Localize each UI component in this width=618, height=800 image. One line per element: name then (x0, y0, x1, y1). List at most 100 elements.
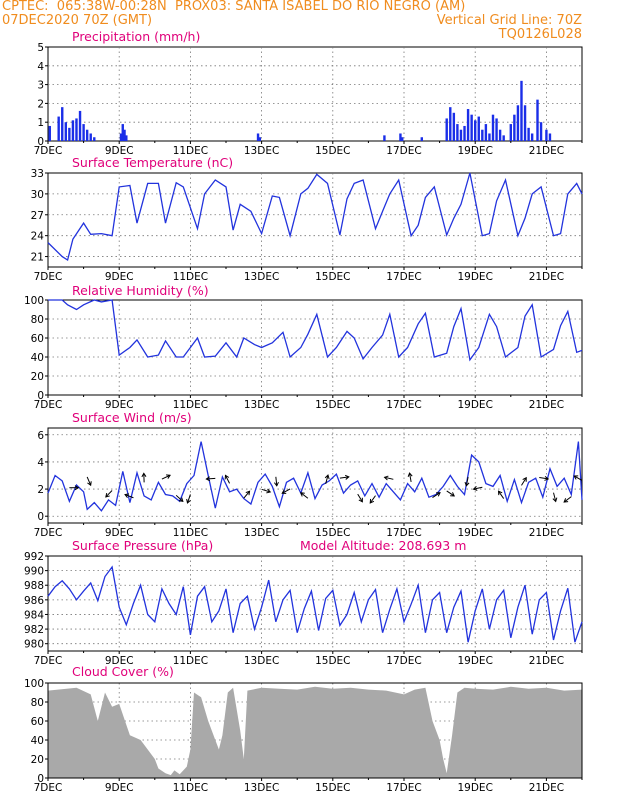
x-tick-label: 15DEC (315, 399, 350, 411)
y-tick-label: 990 (24, 566, 44, 578)
wind-arrow-shaft (553, 492, 557, 502)
precip-bar (82, 124, 85, 141)
x-tick-label: 17DEC (386, 527, 421, 539)
precip-bar (89, 133, 92, 141)
wind-arrow (86, 476, 92, 487)
wind-arrow (281, 488, 291, 494)
precip-bar (401, 137, 404, 141)
wind-arrow-head (344, 474, 350, 480)
precip-bar (527, 127, 530, 141)
wind-arrow-shaft (446, 490, 455, 497)
x-tick-label: 13DEC (244, 782, 279, 794)
y-tick-label: 1 (37, 117, 44, 129)
precip-bar (470, 114, 473, 141)
wind-arrow (539, 475, 550, 481)
x-tick-label: 15DEC (315, 527, 350, 539)
precip-bar (488, 133, 491, 141)
precip-bar (71, 120, 75, 141)
wind-arrow (357, 493, 363, 503)
precip-bar (93, 137, 96, 141)
x-tick-label: 21DEC (529, 399, 564, 411)
x-tick-label: 9DEC (105, 145, 134, 157)
wind-arrow-shaft (563, 496, 572, 503)
data-line (47, 565, 583, 643)
wind-arrow-shaft (384, 476, 394, 480)
x-tick-label: 9DEC (105, 527, 134, 539)
y-tick-label: 100 (24, 678, 44, 690)
y-tick-label: 0 (37, 773, 44, 785)
precip-bar (449, 107, 452, 141)
plot-frame (47, 172, 583, 268)
y-tick-label: 27 (31, 210, 44, 222)
panel-title: Precipitation (mm/h) (72, 29, 200, 44)
y-tick-label: 4 (37, 61, 44, 73)
x-tick-label: 13DEC (244, 399, 279, 411)
x-tick-label: 9DEC (105, 399, 134, 411)
wind-arrow-head (573, 475, 579, 480)
data-line (47, 172, 583, 262)
y-tick-label: 40 (31, 352, 44, 364)
precip-bar (383, 135, 386, 141)
wind-arrow-head (472, 486, 478, 491)
x-tick-label: 11DEC (173, 782, 208, 794)
data-line (47, 441, 583, 512)
panel-title: Surface Pressure (hPa) (72, 538, 213, 553)
wind-arrow-shaft (325, 474, 329, 484)
x-tick-label: 17DEC (386, 655, 421, 667)
wind-arrow-head (105, 492, 110, 498)
precip-bar (481, 129, 484, 141)
wind-arrow (105, 490, 113, 498)
wind-arrow-head (450, 492, 455, 497)
x-tick-label: 7DEC (34, 655, 63, 667)
wind-arrow-head (74, 485, 80, 491)
plot-frame (47, 555, 583, 652)
y-tick-label: 988 (24, 580, 44, 592)
x-tick-label: 11DEC (173, 655, 208, 667)
y-tick-label: 40 (31, 735, 44, 747)
wind-arrow-head (178, 497, 184, 502)
wind-arrow (552, 492, 558, 503)
x-tick-label: 21DEC (529, 655, 564, 667)
panel-2 (45, 172, 583, 270)
wind-arrow-shaft (357, 493, 363, 503)
x-tick-label: 15DEC (315, 271, 350, 283)
x-tick-label: 19DEC (457, 145, 492, 157)
wind-arrow-shaft (409, 473, 412, 483)
wind-arrow-shaft (573, 475, 583, 481)
wind-arrow-head (563, 498, 569, 503)
y-tick-label: 100 (24, 295, 44, 307)
precip-bar (75, 118, 78, 141)
wind-arrow-head (544, 475, 550, 481)
precip-bar (498, 129, 502, 141)
wind-arrow-head (552, 497, 558, 503)
wind-arrow (261, 488, 272, 494)
panel-title: Cloud Cover (%) (72, 664, 174, 679)
x-tick-label: 19DEC (457, 782, 492, 794)
precip-bar (495, 118, 498, 141)
wind-arrow-head (87, 481, 92, 487)
precip-bar (477, 116, 480, 141)
wind-arrow-head (124, 493, 130, 499)
y-tick-label: 0 (37, 390, 44, 402)
wind-arrow-shaft (86, 476, 92, 486)
y-tick-label: 3 (37, 80, 44, 92)
x-tick-label: 11DEC (173, 145, 208, 157)
wind-arrow-shaft (206, 477, 216, 480)
wind-arrow-shaft (175, 494, 184, 502)
y-tick-label: 60 (31, 716, 44, 728)
wind-arrow-shaft (465, 476, 469, 486)
precip-bar (548, 133, 552, 141)
precip-bar (509, 124, 512, 141)
y-tick-label: 980 (24, 639, 44, 651)
wind-arrow-shaft (105, 490, 113, 498)
x-tick-label: 17DEC (386, 145, 421, 157)
wind-arrow-shaft (339, 476, 349, 479)
y-tick-label: 33 (31, 168, 44, 180)
precip-bar (256, 133, 260, 141)
wind-arrow-shaft (300, 492, 309, 499)
wind-arrow (224, 474, 231, 484)
plot-frame (47, 427, 583, 524)
wind-arrow-shaft (243, 490, 250, 499)
precip-bar (545, 129, 548, 141)
y-tick-label: 992 (24, 551, 44, 563)
